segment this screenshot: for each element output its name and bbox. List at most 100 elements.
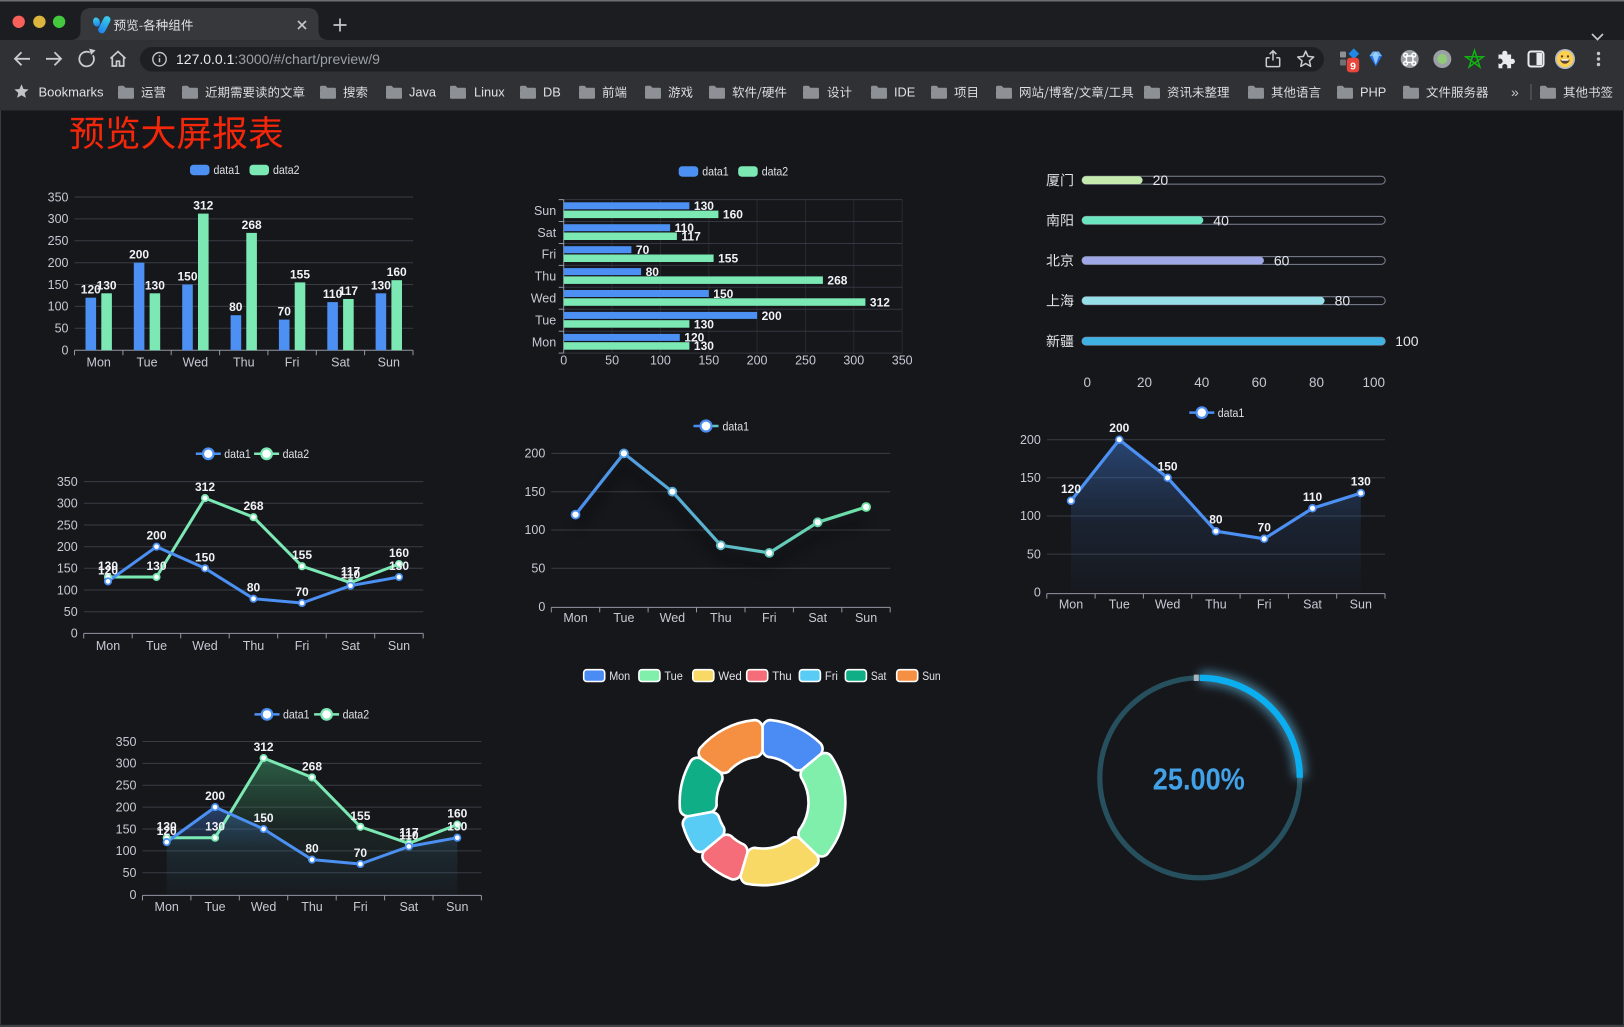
svg-text:Mon: Mon (87, 356, 111, 370)
svg-text:0: 0 (130, 888, 137, 902)
svg-text:Fri: Fri (353, 900, 368, 914)
svg-text:130: 130 (389, 559, 409, 573)
svg-text:200: 200 (762, 309, 782, 323)
svg-text:IDE: IDE (894, 85, 915, 100)
svg-text:150: 150 (177, 270, 197, 284)
svg-text:Thu: Thu (710, 611, 732, 625)
svg-text:Sun: Sun (855, 611, 877, 625)
svg-text:150: 150 (698, 354, 719, 368)
svg-text:110: 110 (399, 829, 419, 843)
svg-text:Thu: Thu (772, 669, 792, 683)
svg-text:100: 100 (1395, 333, 1419, 349)
svg-text:117: 117 (339, 284, 359, 298)
svg-text:50: 50 (64, 605, 78, 619)
svg-text:Sat: Sat (331, 356, 350, 370)
svg-text:130: 130 (145, 278, 165, 292)
svg-text:160: 160 (723, 208, 743, 222)
svg-text:data1: data1 (283, 708, 310, 722)
svg-text:Sun: Sun (922, 669, 941, 683)
svg-text:Sat: Sat (808, 611, 827, 625)
svg-text:100: 100 (1020, 509, 1041, 523)
svg-text:Bookmarks: Bookmarks (39, 85, 105, 100)
svg-text:130: 130 (157, 820, 177, 834)
svg-text:80: 80 (229, 300, 243, 314)
svg-text:Sat: Sat (1303, 598, 1322, 612)
svg-text:Fri: Fri (1257, 598, 1272, 612)
svg-text:»: » (1511, 84, 1519, 100)
svg-text:268: 268 (302, 759, 322, 773)
svg-text:350: 350 (116, 735, 137, 749)
svg-text:0: 0 (1034, 586, 1041, 600)
svg-text:Sat: Sat (400, 900, 419, 914)
svg-text:Sat: Sat (871, 669, 887, 683)
svg-text:117: 117 (681, 230, 701, 244)
svg-text:312: 312 (254, 740, 274, 754)
svg-text:25.00%: 25.00% (1153, 761, 1245, 796)
svg-text:Sun: Sun (388, 639, 410, 653)
svg-text:130: 130 (371, 278, 391, 292)
svg-text:312: 312 (870, 295, 890, 309)
svg-text:50: 50 (123, 866, 137, 880)
svg-text:160: 160 (447, 807, 467, 821)
svg-text:150: 150 (1158, 459, 1178, 473)
svg-text:120: 120 (81, 283, 101, 297)
svg-text:data1: data1 (723, 419, 750, 433)
svg-text:0: 0 (71, 627, 78, 641)
svg-text:20: 20 (1153, 172, 1169, 188)
svg-text:300: 300 (116, 757, 137, 771)
svg-text:200: 200 (146, 529, 166, 543)
svg-text:80: 80 (1335, 293, 1351, 309)
svg-text:110: 110 (341, 568, 361, 582)
svg-text:70: 70 (636, 243, 650, 257)
svg-text:Thu: Thu (535, 270, 557, 284)
svg-text:100: 100 (57, 583, 78, 597)
svg-text:130: 130 (1351, 475, 1371, 489)
svg-text:Tue: Tue (613, 611, 634, 625)
svg-text:110: 110 (323, 287, 343, 301)
svg-text:150: 150 (713, 287, 733, 301)
svg-text:data2: data2 (283, 447, 310, 461)
svg-text:100: 100 (1363, 375, 1386, 390)
svg-text:155: 155 (290, 267, 310, 281)
svg-text:Mon: Mon (563, 611, 587, 625)
svg-text:80: 80 (1309, 375, 1324, 390)
svg-text:150: 150 (524, 485, 545, 499)
svg-text:200: 200 (48, 256, 69, 270)
svg-text:150: 150 (48, 278, 69, 292)
svg-text:60: 60 (1252, 375, 1267, 390)
svg-text:Mon: Mon (609, 669, 630, 683)
svg-text:Thu: Thu (243, 639, 265, 653)
svg-text:200: 200 (116, 800, 137, 814)
svg-text:data1: data1 (214, 163, 241, 177)
svg-text:Fri: Fri (762, 611, 777, 625)
svg-text:350: 350 (892, 354, 913, 368)
svg-text:Wed: Wed (183, 356, 209, 370)
svg-text:60: 60 (1274, 253, 1290, 269)
svg-text:117: 117 (399, 825, 419, 839)
svg-text:70: 70 (278, 305, 292, 319)
svg-text:Tue: Tue (535, 314, 556, 328)
svg-text:155: 155 (350, 809, 370, 823)
svg-text:50: 50 (55, 322, 69, 336)
svg-text:0: 0 (62, 344, 69, 358)
svg-text:155: 155 (718, 252, 738, 266)
svg-text:Mon: Mon (96, 639, 120, 653)
svg-text:300: 300 (48, 212, 69, 226)
svg-text:120: 120 (157, 824, 177, 838)
svg-text:350: 350 (48, 190, 69, 204)
svg-text:80: 80 (305, 842, 319, 856)
svg-text:Linux: Linux (474, 85, 505, 100)
svg-text:300: 300 (57, 497, 78, 511)
svg-text:200: 200 (1020, 433, 1041, 447)
svg-text:Wed: Wed (1155, 598, 1181, 612)
svg-text:40: 40 (1213, 212, 1229, 228)
svg-text:250: 250 (57, 518, 78, 532)
svg-text:Mon: Mon (155, 900, 179, 914)
svg-text:0: 0 (1083, 375, 1091, 390)
svg-text:120: 120 (684, 331, 704, 345)
svg-text:200: 200 (747, 354, 768, 368)
svg-text:50: 50 (531, 562, 545, 576)
svg-text:Mon: Mon (532, 335, 556, 349)
svg-text:Thu: Thu (301, 900, 323, 914)
svg-text:200: 200 (57, 540, 78, 554)
